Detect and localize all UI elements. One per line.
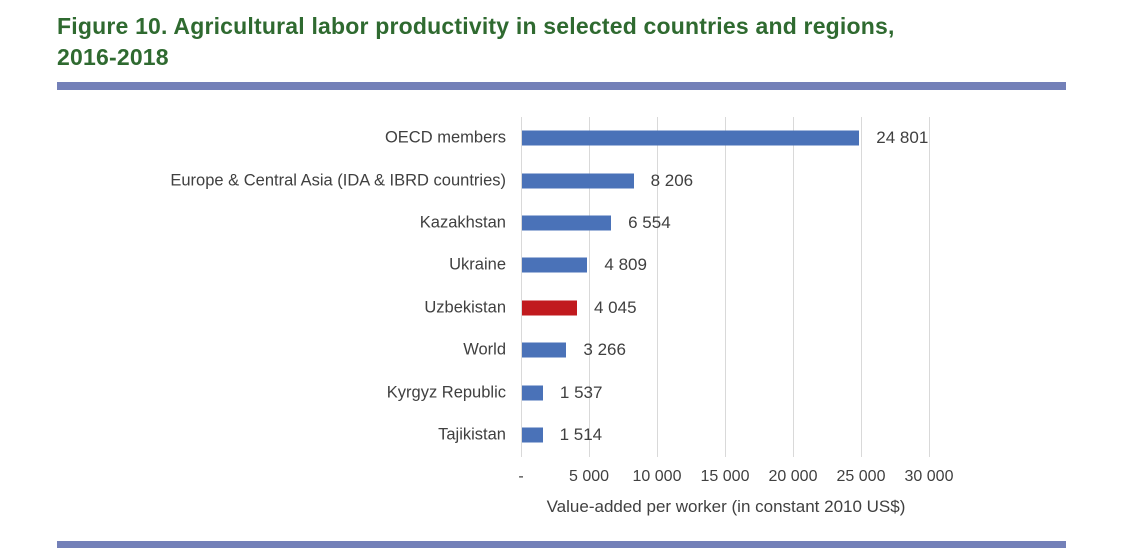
- x-axis-title: Value-added per worker (in constant 2010…: [546, 497, 906, 516]
- chart-row: OECD members 24 801: [0, 117, 1148, 159]
- gridline: [929, 117, 930, 457]
- value-label: 4 045: [594, 297, 637, 317]
- x-tick-label: 25 000: [836, 468, 886, 485]
- value-label: 4 809: [604, 255, 647, 275]
- bar: [522, 173, 634, 189]
- category-label: Kyrgyz Republic: [386, 383, 506, 402]
- category-label: Europe & Central Asia (IDA & IBRD countr…: [170, 171, 506, 190]
- chart-row: Kyrgyz Republic 1 537: [0, 371, 1148, 413]
- value-label: 8 206: [650, 170, 694, 190]
- bar: [522, 130, 860, 146]
- chart-row: Tajikistan 1 514: [0, 414, 1148, 456]
- chart-row: Europe & Central Asia (IDA & IBRD countr…: [0, 159, 1148, 201]
- chart-row: Ukraine 4 809: [0, 244, 1148, 286]
- value-label: 1 537: [559, 382, 603, 402]
- x-tick-label: 10 000: [632, 468, 682, 485]
- x-tick-label: -: [518, 468, 524, 485]
- gridline: [861, 117, 862, 457]
- bar: [522, 215, 612, 231]
- chart-row: World 3 266: [0, 329, 1148, 371]
- x-tick-label: 20 000: [768, 468, 818, 485]
- value-label: 24 801: [876, 128, 929, 148]
- category-label: Ukraine: [449, 255, 506, 274]
- value-label: 1 514: [559, 424, 603, 444]
- chart-row: Kazakhstan 6 554: [0, 202, 1148, 244]
- figure-title: Figure 10. Agricultural labor productivi…: [57, 13, 895, 70]
- bottom-divider-rule: [57, 541, 1066, 548]
- gridline: [521, 117, 522, 457]
- bar: [522, 385, 543, 401]
- chart-row: Uzbekistan 4 045: [0, 287, 1148, 329]
- category-label: Kazakhstan: [419, 213, 506, 232]
- bar: [522, 427, 543, 443]
- category-label: Uzbekistan: [424, 298, 506, 317]
- x-tick-label: 5 000: [568, 468, 610, 485]
- value-label: 3 266: [583, 340, 626, 360]
- top-divider-rule: [57, 82, 1066, 90]
- bar: [522, 257, 588, 273]
- gridline: [793, 117, 794, 457]
- gridline: [725, 117, 726, 457]
- bar: [522, 342, 567, 358]
- category-label: World: [463, 340, 506, 359]
- bar: [522, 300, 577, 316]
- gridline: [657, 117, 658, 457]
- x-tick-label: 15 000: [700, 468, 750, 485]
- category-label: Tajikistan: [438, 425, 506, 444]
- category-label: OECD members: [384, 128, 506, 147]
- value-label: 6 554: [628, 212, 671, 232]
- x-tick-label: 30 000: [904, 468, 954, 485]
- gridline: [589, 117, 590, 457]
